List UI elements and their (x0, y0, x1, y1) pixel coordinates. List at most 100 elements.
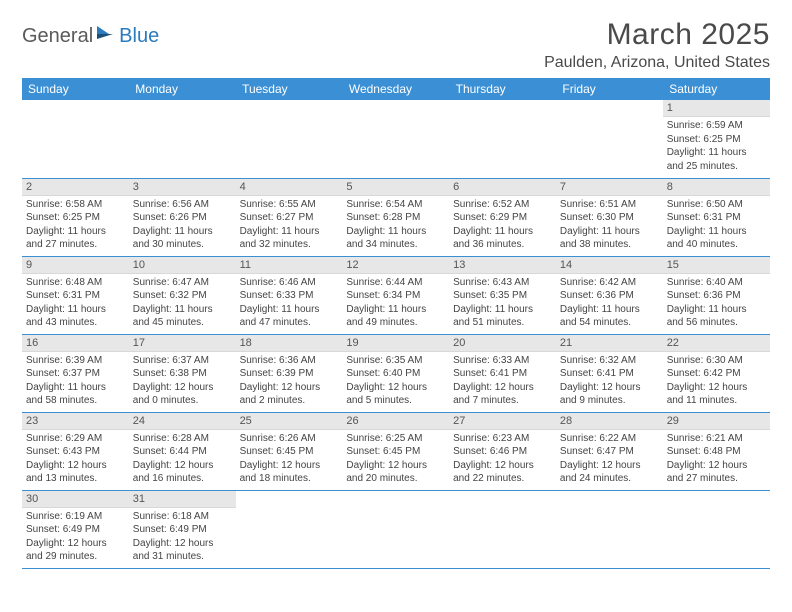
calendar-row: 16Sunrise: 6:39 AMSunset: 6:37 PMDayligh… (22, 334, 770, 412)
day-details: Sunrise: 6:56 AMSunset: 6:26 PMDaylight:… (129, 196, 236, 256)
day-number: 4 (236, 179, 343, 196)
calendar-cell: 17Sunrise: 6:37 AMSunset: 6:38 PMDayligh… (129, 334, 236, 412)
day-number: 6 (449, 179, 556, 196)
day-details: Sunrise: 6:42 AMSunset: 6:36 PMDaylight:… (556, 274, 663, 334)
calendar-cell: 3Sunrise: 6:56 AMSunset: 6:26 PMDaylight… (129, 178, 236, 256)
day-details: Sunrise: 6:32 AMSunset: 6:41 PMDaylight:… (556, 352, 663, 412)
day-details: Sunrise: 6:58 AMSunset: 6:25 PMDaylight:… (22, 196, 129, 256)
calendar-cell: 12Sunrise: 6:44 AMSunset: 6:34 PMDayligh… (342, 256, 449, 334)
calendar-cell: 13Sunrise: 6:43 AMSunset: 6:35 PMDayligh… (449, 256, 556, 334)
day-number: 11 (236, 257, 343, 274)
logo-text-blue: Blue (119, 25, 159, 48)
day-number: 17 (129, 335, 236, 352)
calendar-cell: 2Sunrise: 6:58 AMSunset: 6:25 PMDaylight… (22, 178, 129, 256)
calendar-cell: 7Sunrise: 6:51 AMSunset: 6:30 PMDaylight… (556, 178, 663, 256)
day-number: 14 (556, 257, 663, 274)
calendar-body: 1Sunrise: 6:59 AMSunset: 6:25 PMDaylight… (22, 100, 770, 568)
calendar-cell: 11Sunrise: 6:46 AMSunset: 6:33 PMDayligh… (236, 256, 343, 334)
calendar-cell: 1Sunrise: 6:59 AMSunset: 6:25 PMDaylight… (663, 100, 770, 178)
calendar-cell: 19Sunrise: 6:35 AMSunset: 6:40 PMDayligh… (342, 334, 449, 412)
day-number: 30 (22, 491, 129, 508)
calendar-cell: 29Sunrise: 6:21 AMSunset: 6:48 PMDayligh… (663, 412, 770, 490)
calendar-cell (22, 100, 129, 178)
calendar-cell: 23Sunrise: 6:29 AMSunset: 6:43 PMDayligh… (22, 412, 129, 490)
calendar-cell (663, 490, 770, 568)
calendar-cell (342, 490, 449, 568)
day-number: 24 (129, 413, 236, 430)
calendar-cell: 6Sunrise: 6:52 AMSunset: 6:29 PMDaylight… (449, 178, 556, 256)
day-number: 10 (129, 257, 236, 274)
calendar-cell (236, 490, 343, 568)
calendar-cell: 14Sunrise: 6:42 AMSunset: 6:36 PMDayligh… (556, 256, 663, 334)
calendar-cell: 4Sunrise: 6:55 AMSunset: 6:27 PMDaylight… (236, 178, 343, 256)
day-details: Sunrise: 6:40 AMSunset: 6:36 PMDaylight:… (663, 274, 770, 334)
day-details: Sunrise: 6:33 AMSunset: 6:41 PMDaylight:… (449, 352, 556, 412)
day-details: Sunrise: 6:39 AMSunset: 6:37 PMDaylight:… (22, 352, 129, 412)
calendar-cell: 15Sunrise: 6:40 AMSunset: 6:36 PMDayligh… (663, 256, 770, 334)
day-details: Sunrise: 6:29 AMSunset: 6:43 PMDaylight:… (22, 430, 129, 490)
calendar-table: SundayMondayTuesdayWednesdayThursdayFrid… (22, 78, 770, 569)
calendar-cell: 8Sunrise: 6:50 AMSunset: 6:31 PMDaylight… (663, 178, 770, 256)
day-details: Sunrise: 6:54 AMSunset: 6:28 PMDaylight:… (342, 196, 449, 256)
calendar-cell: 21Sunrise: 6:32 AMSunset: 6:41 PMDayligh… (556, 334, 663, 412)
day-number: 9 (22, 257, 129, 274)
calendar-cell: 16Sunrise: 6:39 AMSunset: 6:37 PMDayligh… (22, 334, 129, 412)
calendar-row: 2Sunrise: 6:58 AMSunset: 6:25 PMDaylight… (22, 178, 770, 256)
day-number: 18 (236, 335, 343, 352)
calendar-cell: 9Sunrise: 6:48 AMSunset: 6:31 PMDaylight… (22, 256, 129, 334)
day-number: 29 (663, 413, 770, 430)
day-number: 16 (22, 335, 129, 352)
day-details: Sunrise: 6:59 AMSunset: 6:25 PMDaylight:… (663, 117, 770, 177)
day-details: Sunrise: 6:19 AMSunset: 6:49 PMDaylight:… (22, 508, 129, 568)
day-details: Sunrise: 6:52 AMSunset: 6:29 PMDaylight:… (449, 196, 556, 256)
day-details: Sunrise: 6:36 AMSunset: 6:39 PMDaylight:… (236, 352, 343, 412)
page: General Blue March 2025 Paulden, Arizona… (0, 0, 792, 569)
calendar-cell: 31Sunrise: 6:18 AMSunset: 6:49 PMDayligh… (129, 490, 236, 568)
day-number: 31 (129, 491, 236, 508)
day-details: Sunrise: 6:23 AMSunset: 6:46 PMDaylight:… (449, 430, 556, 490)
logo-flag-icon (95, 24, 117, 47)
day-number: 19 (342, 335, 449, 352)
calendar-row: 1Sunrise: 6:59 AMSunset: 6:25 PMDaylight… (22, 100, 770, 178)
calendar-cell: 5Sunrise: 6:54 AMSunset: 6:28 PMDaylight… (342, 178, 449, 256)
weekday-header: Friday (556, 78, 663, 100)
calendar-cell (449, 100, 556, 178)
weekday-header: Tuesday (236, 78, 343, 100)
day-number: 25 (236, 413, 343, 430)
day-details: Sunrise: 6:46 AMSunset: 6:33 PMDaylight:… (236, 274, 343, 334)
calendar-cell: 18Sunrise: 6:36 AMSunset: 6:39 PMDayligh… (236, 334, 343, 412)
day-details: Sunrise: 6:35 AMSunset: 6:40 PMDaylight:… (342, 352, 449, 412)
calendar-cell (449, 490, 556, 568)
calendar-cell (342, 100, 449, 178)
calendar-cell: 30Sunrise: 6:19 AMSunset: 6:49 PMDayligh… (22, 490, 129, 568)
calendar-cell: 25Sunrise: 6:26 AMSunset: 6:45 PMDayligh… (236, 412, 343, 490)
day-number: 8 (663, 179, 770, 196)
calendar-cell: 28Sunrise: 6:22 AMSunset: 6:47 PMDayligh… (556, 412, 663, 490)
calendar-cell (129, 100, 236, 178)
day-number: 27 (449, 413, 556, 430)
day-number: 7 (556, 179, 663, 196)
calendar-cell: 26Sunrise: 6:25 AMSunset: 6:45 PMDayligh… (342, 412, 449, 490)
weekday-header: Wednesday (342, 78, 449, 100)
weekday-header: Monday (129, 78, 236, 100)
day-number: 26 (342, 413, 449, 430)
calendar-cell: 27Sunrise: 6:23 AMSunset: 6:46 PMDayligh… (449, 412, 556, 490)
logo: General Blue (22, 18, 159, 48)
calendar-row: 30Sunrise: 6:19 AMSunset: 6:49 PMDayligh… (22, 490, 770, 568)
day-number: 5 (342, 179, 449, 196)
calendar-cell: 20Sunrise: 6:33 AMSunset: 6:41 PMDayligh… (449, 334, 556, 412)
title-block: March 2025 Paulden, Arizona, United Stat… (544, 18, 770, 72)
day-details: Sunrise: 6:21 AMSunset: 6:48 PMDaylight:… (663, 430, 770, 490)
day-details: Sunrise: 6:25 AMSunset: 6:45 PMDaylight:… (342, 430, 449, 490)
calendar-cell: 22Sunrise: 6:30 AMSunset: 6:42 PMDayligh… (663, 334, 770, 412)
header: General Blue March 2025 Paulden, Arizona… (22, 18, 770, 72)
day-number: 15 (663, 257, 770, 274)
day-number: 21 (556, 335, 663, 352)
day-details: Sunrise: 6:43 AMSunset: 6:35 PMDaylight:… (449, 274, 556, 334)
logo-text-general: General (22, 25, 93, 48)
day-details: Sunrise: 6:37 AMSunset: 6:38 PMDaylight:… (129, 352, 236, 412)
day-number: 28 (556, 413, 663, 430)
day-details: Sunrise: 6:48 AMSunset: 6:31 PMDaylight:… (22, 274, 129, 334)
month-title: March 2025 (544, 18, 770, 52)
day-number: 23 (22, 413, 129, 430)
